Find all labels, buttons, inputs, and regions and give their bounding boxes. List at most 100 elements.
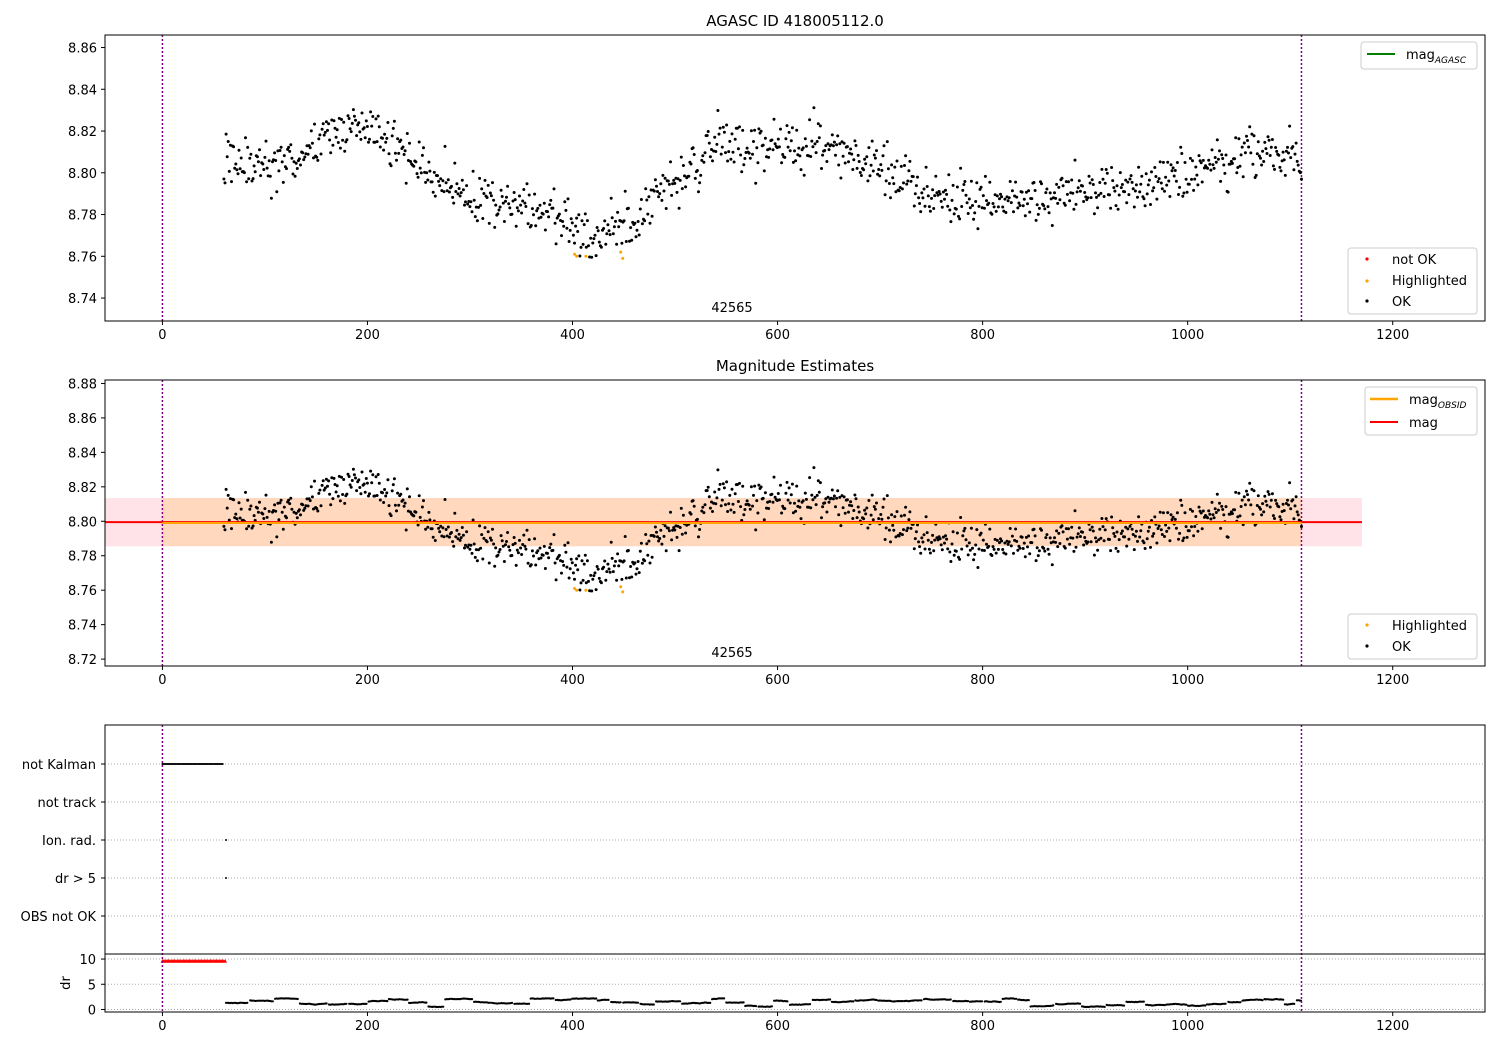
data-point-ok xyxy=(701,505,705,509)
data-point-ok xyxy=(1055,182,1059,186)
data-point-ok xyxy=(502,560,506,563)
data-point-ok xyxy=(1267,138,1271,142)
y-tick-label: 8.88 xyxy=(68,377,97,392)
data-point-ok xyxy=(317,137,321,141)
data-point-ok xyxy=(345,492,349,496)
data-point-ok xyxy=(730,132,734,136)
data-point-ok xyxy=(1086,540,1090,544)
data-point-ok xyxy=(1300,525,1303,528)
data-point-ok xyxy=(875,149,878,153)
data-point-ok xyxy=(331,497,335,501)
data-point-ok xyxy=(906,179,910,183)
data-point-ok xyxy=(1016,206,1020,210)
data-point-ok xyxy=(225,506,229,510)
data-point-ok xyxy=(786,145,790,149)
data-point-ok xyxy=(702,511,706,515)
data-point-ok xyxy=(506,531,510,534)
data-point-ok xyxy=(392,119,396,123)
data-point-ok xyxy=(907,169,911,173)
data-point-ok xyxy=(522,188,526,191)
data-point-ok xyxy=(473,555,477,559)
data-point-ok xyxy=(334,135,338,139)
data-point-ok xyxy=(1143,204,1147,208)
data-point-ok xyxy=(1279,169,1283,173)
data-point-ok xyxy=(838,495,842,499)
data-point-ok xyxy=(1251,512,1255,516)
data-point-ok xyxy=(1300,177,1303,181)
data-point-ok xyxy=(1239,505,1243,508)
data-point-ok xyxy=(859,174,863,177)
data-point-ok xyxy=(1275,502,1279,506)
data-point-ok xyxy=(960,205,964,208)
data-point-ok xyxy=(994,209,998,213)
data-point-ok xyxy=(856,505,860,509)
data-point-ok xyxy=(1295,159,1299,163)
data-point-ok xyxy=(794,509,798,513)
data-point-ok xyxy=(281,180,285,184)
y-tick-label: 8.76 xyxy=(68,250,97,265)
data-point-ok xyxy=(773,142,777,146)
data-point-ok xyxy=(309,485,313,489)
data-point-ok xyxy=(1086,196,1090,200)
data-point-ok xyxy=(751,504,754,508)
data-point-ok xyxy=(405,487,409,491)
data-point-ok xyxy=(279,145,283,149)
data-point-ok xyxy=(1216,508,1220,512)
data-point-ok xyxy=(663,176,667,180)
data-point-ok xyxy=(952,212,956,216)
data-point-ok xyxy=(547,215,551,219)
data-point-ok xyxy=(722,486,726,490)
data-point-ok xyxy=(469,200,473,204)
data-point-ok xyxy=(570,221,574,225)
data-point-ok xyxy=(408,495,411,499)
data-point-ok xyxy=(525,182,529,186)
data-point-ok xyxy=(332,119,336,123)
data-point-ok xyxy=(564,550,568,554)
data-point-ok xyxy=(1224,153,1228,157)
data-point-ok xyxy=(824,497,828,501)
data-point-ok xyxy=(913,537,917,541)
panel2-line-legend: magOBSID mag xyxy=(1364,386,1478,436)
data-point-ok xyxy=(377,481,381,485)
data-point-ok xyxy=(577,554,581,558)
data-point-ok xyxy=(1249,503,1253,507)
data-point-ok xyxy=(870,139,874,143)
data-point-ok xyxy=(511,543,515,547)
data-point-ok xyxy=(879,513,883,516)
data-point-ok xyxy=(292,160,296,164)
data-point-ok xyxy=(877,168,881,171)
data-point-ok xyxy=(620,577,624,581)
data-point-ok xyxy=(516,551,520,555)
data-point-ok xyxy=(355,489,359,493)
data-point-ok xyxy=(1262,510,1266,514)
data-point-ok xyxy=(1001,548,1005,551)
data-point-ok xyxy=(324,120,328,124)
data-point-ok xyxy=(708,506,712,510)
legend-not-ok-label: not OK xyxy=(1392,253,1437,268)
data-point-ok xyxy=(438,530,442,534)
data-point-ok xyxy=(887,182,891,185)
data-point-ok xyxy=(1015,539,1019,543)
data-point-ok xyxy=(225,155,229,159)
data-point-ok xyxy=(1287,151,1290,155)
dr-point xyxy=(1052,1004,1055,1007)
data-point-ok xyxy=(420,505,424,509)
data-point-ok xyxy=(1092,553,1096,557)
data-point-ok xyxy=(638,207,642,211)
data-point-ok xyxy=(825,160,829,163)
data-point-ok xyxy=(1261,149,1265,153)
data-point-ok xyxy=(1102,539,1106,543)
data-point-ok xyxy=(561,560,565,563)
data-point-ok xyxy=(385,136,389,140)
data-point-ok xyxy=(474,548,478,552)
data-point-ok xyxy=(1278,515,1282,519)
flag-point xyxy=(224,839,227,841)
data-point-ok xyxy=(552,187,556,191)
data-point-ok xyxy=(224,487,228,491)
data-point-ok xyxy=(727,502,731,506)
data-point-ok xyxy=(768,500,772,503)
data-point-ok xyxy=(534,224,538,228)
data-point-ok xyxy=(265,166,269,170)
y-tick-label: 8.86 xyxy=(68,42,97,57)
data-point-ok xyxy=(304,504,308,508)
